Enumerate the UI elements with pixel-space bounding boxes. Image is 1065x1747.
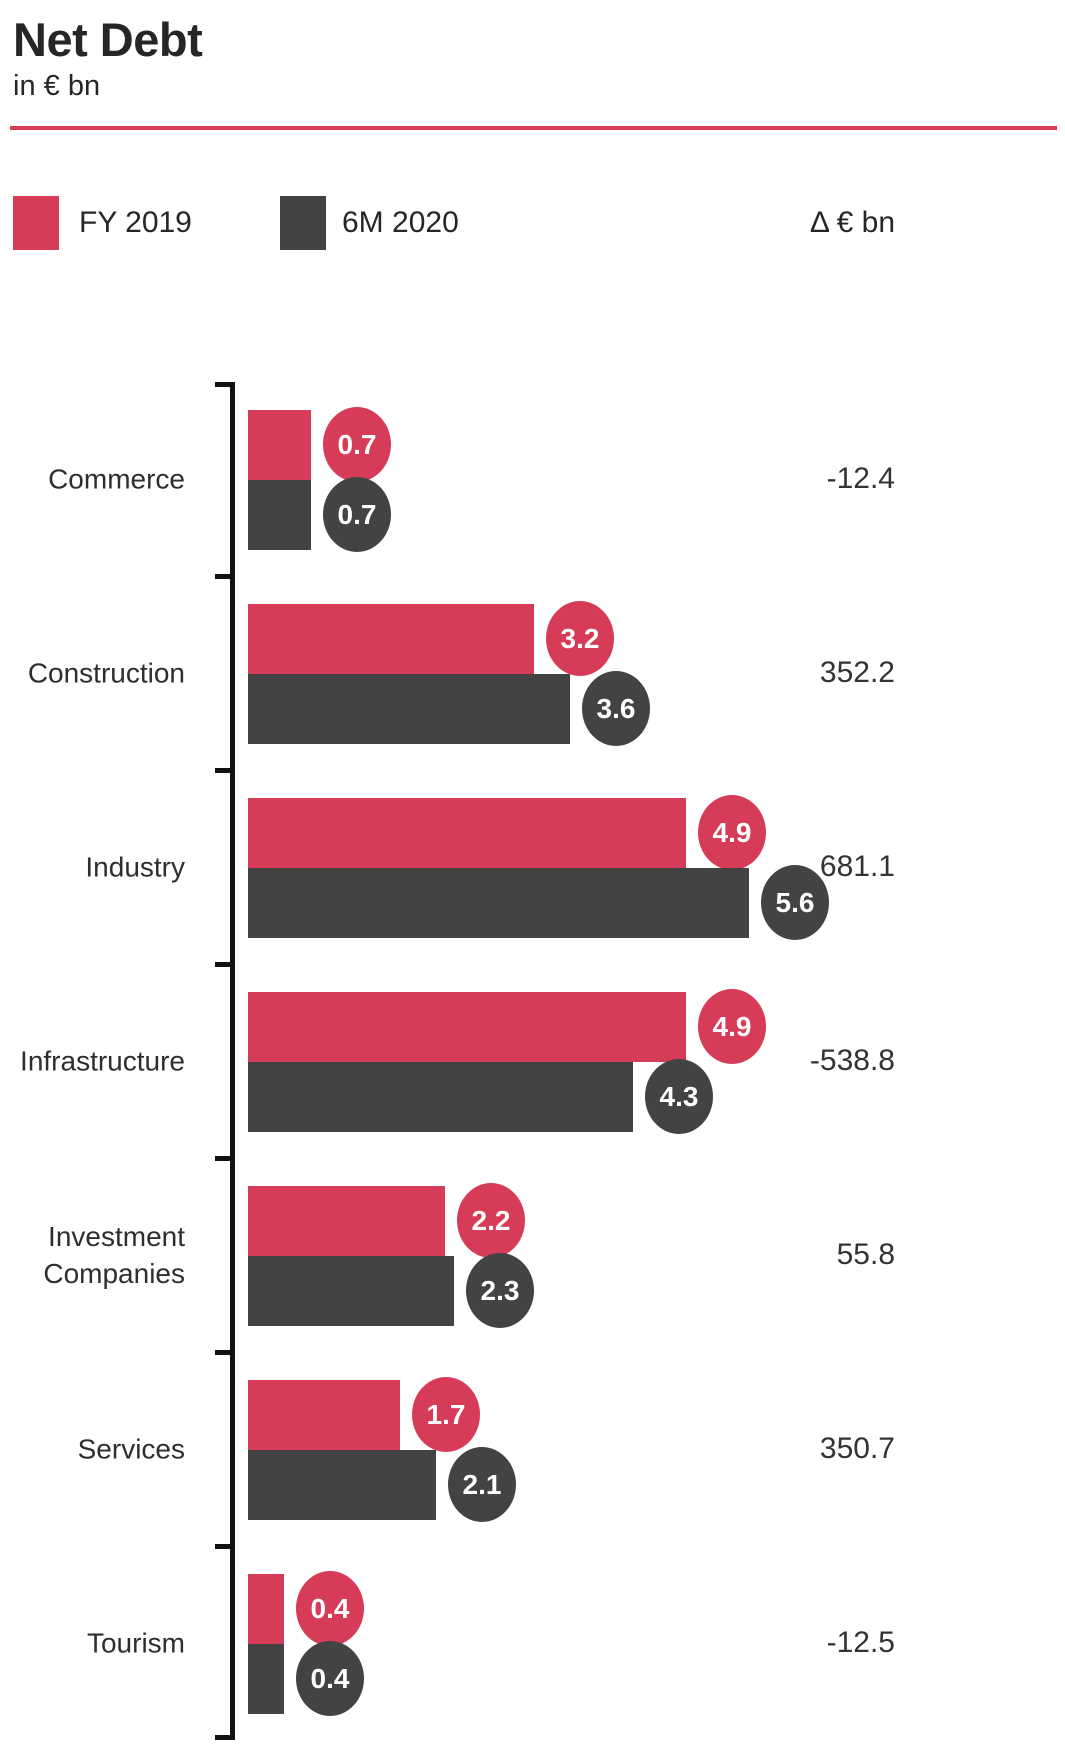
value-badge-6m2020: 5.6 — [761, 865, 829, 940]
legend-swatch-fy2019 — [13, 196, 59, 250]
legend-label-6m2020: 6M 2020 — [342, 206, 459, 239]
bar-fy2019 — [248, 410, 311, 480]
bar-6m2020 — [248, 674, 570, 744]
value-badge-6m2020: 2.3 — [466, 1253, 534, 1328]
value-badge-6m2020: 3.6 — [582, 671, 650, 746]
value-badge-fy2019: 4.9 — [698, 989, 766, 1064]
delta-column-header: Δ € bn — [809, 206, 895, 239]
value-badge-fy2019: 4.9 — [698, 795, 766, 870]
title-divider-line — [10, 126, 1057, 130]
category-row: Investment Companies 2.2 2.3 55.8 — [0, 1158, 1065, 1352]
category-row: Infrastructure 4.9 4.3 -538.8 — [0, 964, 1065, 1158]
value-badge-fy2019: 3.2 — [546, 601, 614, 676]
axis-tick — [215, 962, 230, 967]
category-axis-line — [230, 382, 235, 1740]
value-badge-6m2020: 0.7 — [323, 477, 391, 552]
category-label: Services — [77, 1433, 185, 1465]
bar-fy2019 — [248, 798, 686, 868]
net-debt-bar-chart: Commerce 0.7 0.7 -12.4 Construction 3.2 … — [0, 382, 1065, 1740]
delta-value: -12.5 — [826, 1626, 895, 1659]
bar-fy2019 — [248, 992, 686, 1062]
legend-swatch-6m2020 — [280, 196, 326, 250]
category-label: Construction — [27, 657, 185, 689]
value-badge-6m2020: 0.4 — [296, 1641, 364, 1716]
category-row: Industry 4.9 5.6 681.1 — [0, 770, 1065, 964]
category-row: Commerce 0.7 0.7 -12.4 — [0, 382, 1065, 576]
category-row: Construction 3.2 3.6 352.2 — [0, 576, 1065, 770]
bar-6m2020 — [248, 1256, 454, 1326]
delta-value: 350.7 — [819, 1432, 895, 1465]
delta-value: -12.4 — [826, 462, 895, 495]
axis-tick — [215, 382, 230, 387]
value-badge-fy2019: 1.7 — [412, 1377, 480, 1452]
value-badge-6m2020: 4.3 — [645, 1059, 713, 1134]
axis-tick — [215, 574, 230, 579]
category-label: Tourism — [86, 1627, 185, 1659]
axis-tick — [215, 1156, 230, 1161]
bar-fy2019 — [248, 604, 534, 674]
axis-tick — [215, 1735, 230, 1740]
bar-fy2019 — [248, 1380, 400, 1450]
category-row: Tourism 0.4 0.4 -12.5 — [0, 1546, 1065, 1740]
delta-value: -538.8 — [809, 1044, 895, 1077]
value-badge-6m2020: 2.1 — [448, 1447, 516, 1522]
axis-tick — [215, 1350, 230, 1355]
page-subtitle: in € bn — [13, 70, 101, 102]
delta-value: 681.1 — [819, 850, 895, 883]
value-badge-fy2019: 0.7 — [323, 407, 391, 482]
category-label: Infrastructure — [20, 1045, 185, 1077]
bar-6m2020 — [248, 1644, 284, 1714]
bar-6m2020 — [248, 1062, 633, 1132]
value-badge-fy2019: 2.2 — [457, 1183, 525, 1258]
category-label: Commerce — [48, 463, 185, 495]
page-title: Net Debt — [13, 13, 203, 66]
axis-tick — [215, 1544, 230, 1549]
bar-6m2020 — [248, 480, 311, 550]
value-badge-fy2019: 0.4 — [296, 1571, 364, 1646]
delta-value: 55.8 — [836, 1238, 895, 1271]
legend: FY 2019 6M 2020 Δ € bn — [0, 196, 1065, 250]
axis-tick — [215, 768, 230, 773]
bar-fy2019 — [248, 1186, 445, 1256]
category-row: Services 1.7 2.1 350.7 — [0, 1352, 1065, 1546]
category-label: Investment Companies — [43, 1221, 185, 1289]
bar-fy2019 — [248, 1574, 284, 1644]
bar-6m2020 — [248, 1450, 436, 1520]
legend-label-fy2019: FY 2019 — [79, 206, 192, 239]
delta-value: 352.2 — [819, 656, 895, 689]
bar-6m2020 — [248, 868, 749, 938]
category-label: Industry — [85, 851, 185, 883]
